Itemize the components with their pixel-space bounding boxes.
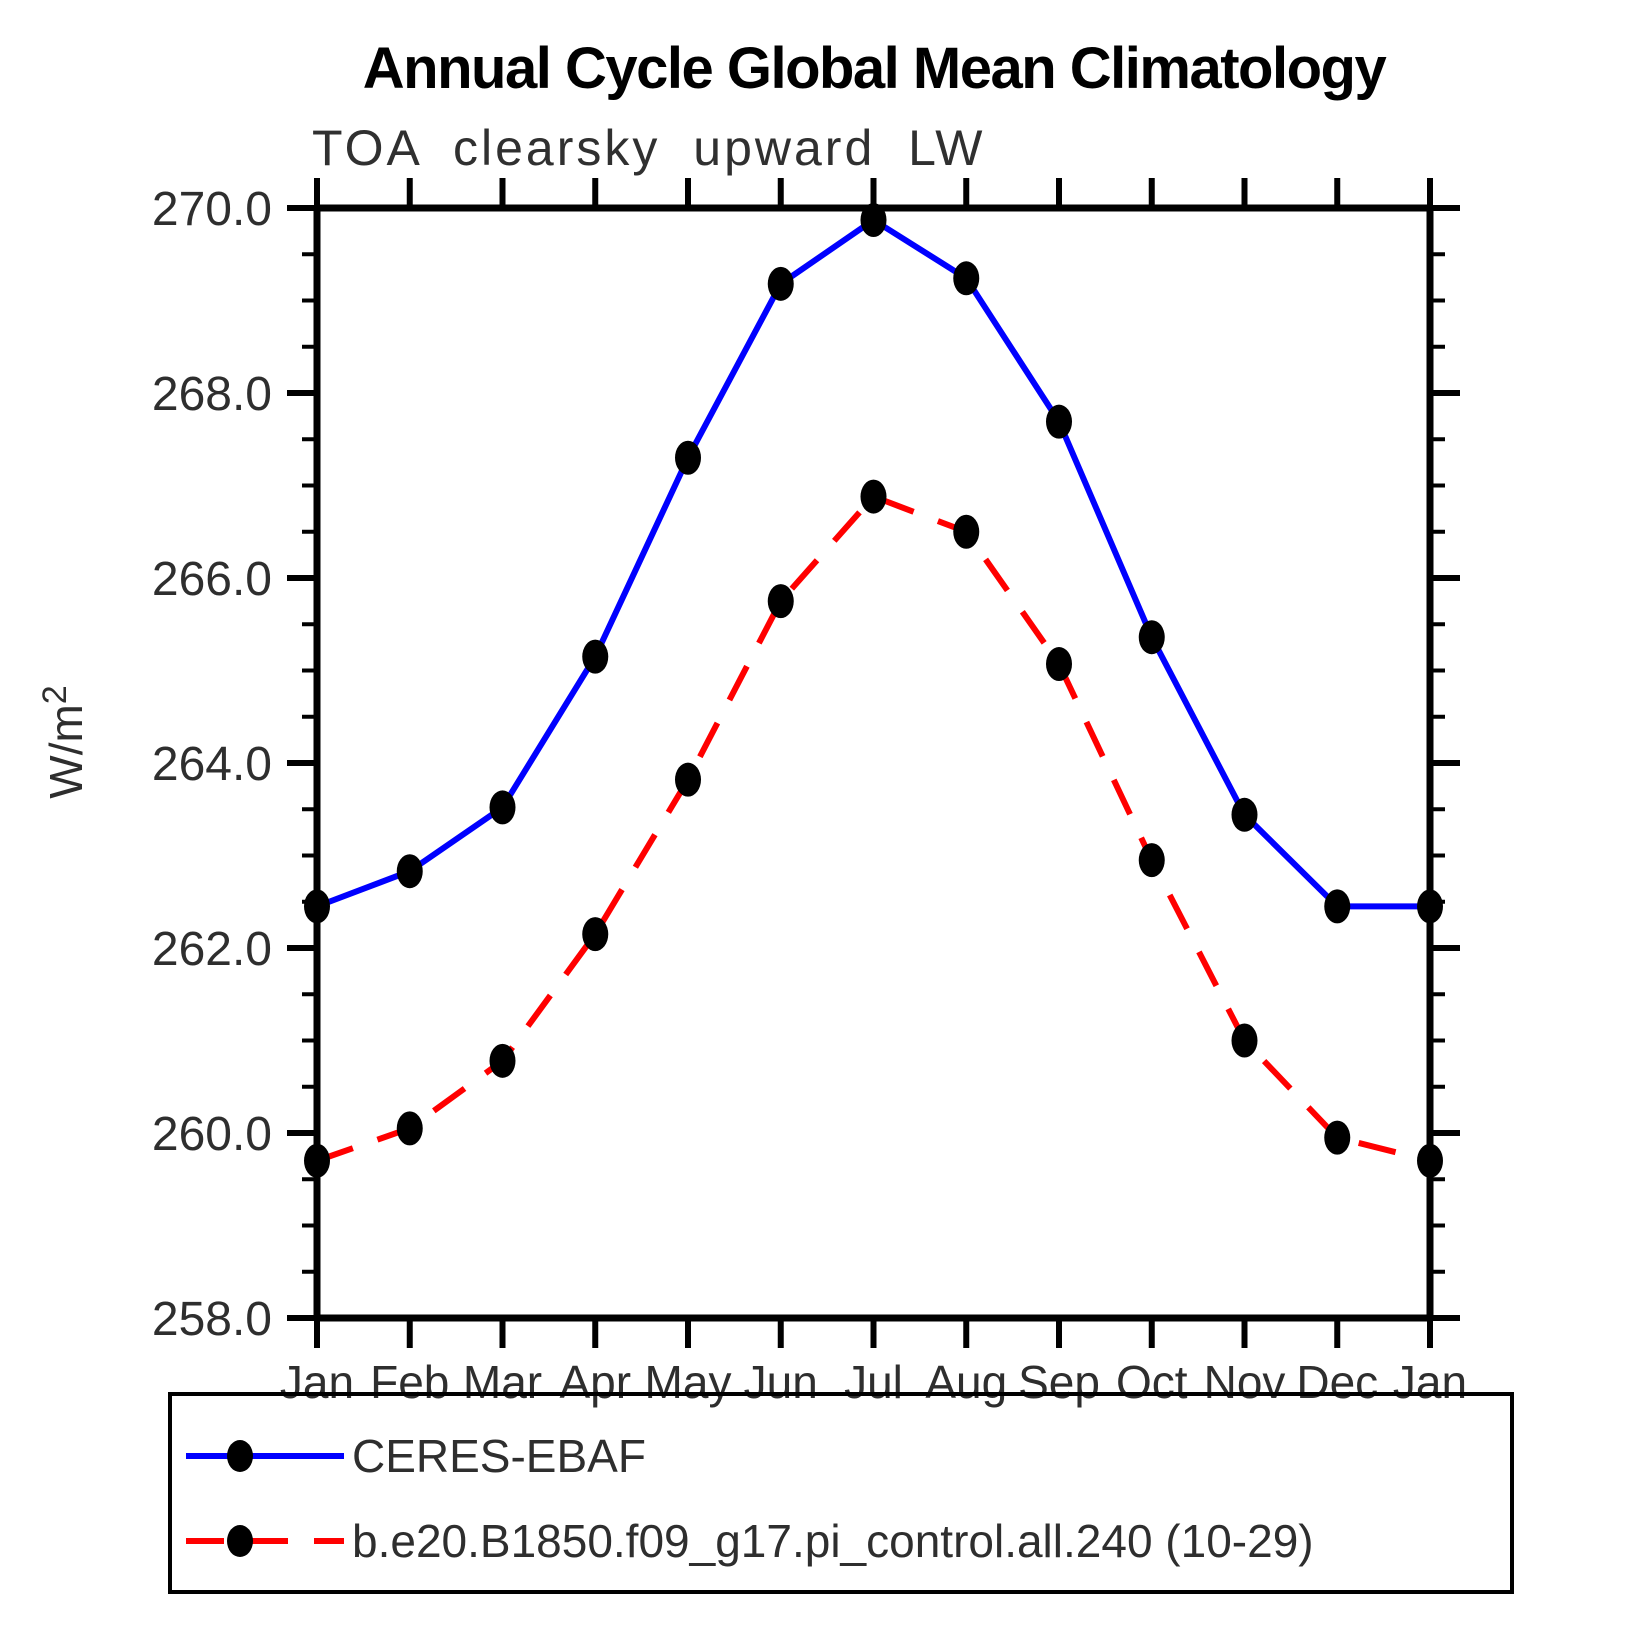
data-point-marker <box>1046 647 1072 682</box>
data-point-marker <box>1138 843 1165 878</box>
chart-subtitle: TOA clearsky upward LW <box>312 120 985 176</box>
y-tick-label: 258.0 <box>152 1293 272 1346</box>
data-point-marker <box>489 1043 516 1078</box>
series-line-ceres <box>315 216 1430 910</box>
data-series <box>304 203 1443 1178</box>
plot-frame <box>313 204 1434 1322</box>
data-point-marker <box>1417 1143 1443 1178</box>
data-point-marker <box>1231 797 1258 832</box>
data-point-marker <box>1417 889 1443 924</box>
x-tick-label: Mar <box>463 1356 542 1408</box>
x-tick-labels: Jan Feb Mar Apr May Jun Jul Aug Sep Oct Nov Dec Jan <box>280 1356 1467 1408</box>
series-line-model <box>316 493 1431 1164</box>
data-point-marker <box>860 203 887 238</box>
data-point-marker <box>489 790 516 825</box>
y-tick-labels: 270.0 268.0 266.0 264.0 262.0 260.0 258.0 <box>152 183 272 1346</box>
data-point-marker <box>675 440 701 475</box>
legend-box <box>168 1392 1514 1594</box>
data-point-marker <box>1324 1120 1351 1155</box>
x-tick-label: Apr <box>559 1356 631 1408</box>
data-point-marker <box>767 584 794 619</box>
y-tick-label: 264.0 <box>152 738 272 791</box>
data-point-marker <box>767 266 794 301</box>
x-tick-label: Sep <box>1018 1356 1100 1408</box>
y-tick-label: 260.0 <box>152 1108 272 1161</box>
x-tick-label: Jan <box>280 1356 354 1408</box>
data-point-marker <box>396 1111 423 1146</box>
x-tick-label: Oct <box>1116 1356 1188 1408</box>
legend-label-ceres: CERES-EBAF <box>352 1430 646 1482</box>
y-tick-label: 266.0 <box>152 553 272 606</box>
data-point-marker <box>1138 620 1165 655</box>
y-tick-label: 270.0 <box>152 183 272 236</box>
data-point-marker <box>582 917 609 952</box>
legend: CERES-EBAF b.e20.B1850.f09_g17.pi_contro… <box>168 1392 1514 1594</box>
legend-marker-dot <box>227 1525 253 1557</box>
data-point-marker <box>396 854 423 889</box>
x-tick-label: Jul <box>844 1356 903 1408</box>
y-tick-label: 262.0 <box>152 923 272 976</box>
y-axis-unit-label: W/m2 <box>36 685 92 798</box>
x-tick-label: Nov <box>1204 1356 1286 1408</box>
legend-marker-dot <box>227 1440 253 1472</box>
data-point-marker <box>860 479 887 514</box>
data-point-marker <box>953 261 980 296</box>
data-point-marker <box>1324 889 1351 924</box>
x-tick-label: May <box>645 1356 732 1408</box>
x-tick-label: Jun <box>744 1356 818 1408</box>
data-point-marker <box>675 762 701 797</box>
x-tick-label: Dec <box>1296 1356 1378 1408</box>
x-tick-label: Aug <box>925 1356 1007 1408</box>
legend-label-model: b.e20.B1850.f09_g17.pi_control.all.240 (… <box>352 1515 1314 1567</box>
data-point-marker <box>1231 1023 1258 1058</box>
data-point-marker <box>1046 404 1072 439</box>
x-tick-label: Jan <box>1393 1356 1467 1408</box>
data-point-marker <box>582 639 609 674</box>
data-point-marker <box>304 889 330 924</box>
y-tick-label: 268.0 <box>152 368 272 421</box>
x-tick-label: Feb <box>370 1356 449 1408</box>
tick-marks <box>287 178 1460 1348</box>
data-point-marker <box>953 514 980 549</box>
chart-title: Annual Cycle Global Mean Climatology <box>363 36 1387 101</box>
data-point-marker <box>304 1143 330 1178</box>
